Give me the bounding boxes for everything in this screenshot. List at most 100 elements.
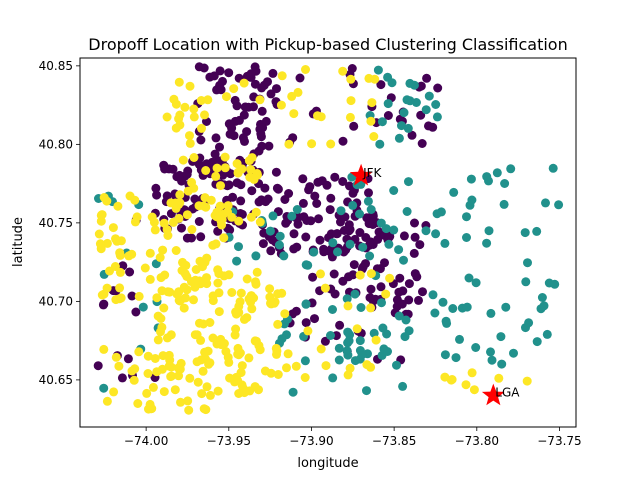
- cluster-0-point: [224, 180, 234, 190]
- cluster-1-point: [394, 133, 404, 143]
- cluster-2-point: [220, 152, 230, 162]
- cluster-2-point: [251, 207, 261, 217]
- cluster-2-point: [251, 277, 260, 287]
- cluster-1-point: [432, 112, 442, 122]
- cluster-0-point: [312, 199, 322, 208]
- cluster-2-point: [272, 349, 281, 359]
- cluster-1-point: [520, 228, 530, 238]
- cluster-0-point: [338, 276, 348, 286]
- cluster-1-point: [541, 198, 550, 208]
- cluster-1-point: [399, 255, 408, 265]
- cluster-1-point: [399, 108, 409, 118]
- cluster-2-point: [211, 171, 221, 181]
- cluster-2-point: [280, 309, 290, 319]
- cluster-1-point: [421, 226, 431, 236]
- cluster-0-point: [373, 234, 383, 244]
- cluster-1-point: [373, 65, 383, 75]
- cluster-0-point: [394, 287, 404, 297]
- cluster-0-point: [289, 244, 299, 254]
- cluster-2-point: [181, 293, 190, 303]
- cluster-2-point: [246, 291, 256, 301]
- landmark-star-lga: [481, 383, 505, 406]
- cluster-0-point: [422, 73, 432, 83]
- cluster-2-point: [189, 104, 199, 114]
- cluster-2-point: [164, 361, 174, 371]
- cluster-0-point: [289, 229, 299, 239]
- cluster-2-point: [247, 304, 257, 314]
- cluster-1-point: [471, 343, 481, 352]
- cluster-2-point: [193, 377, 203, 387]
- chart-title: Dropoff Location with Pickup-based Clust…: [88, 35, 567, 54]
- cluster-1-point: [401, 315, 411, 325]
- cluster-2-point: [155, 253, 165, 262]
- cluster-0-point: [284, 189, 294, 198]
- cluster-0-point: [268, 68, 278, 78]
- cluster-0-point: [319, 244, 329, 254]
- cluster-2-point: [343, 370, 353, 380]
- cluster-1-point: [402, 207, 412, 216]
- cluster-0-point: [428, 122, 438, 132]
- cluster-1-point: [345, 239, 355, 249]
- cluster-0-point: [375, 264, 385, 274]
- cluster-2-point: [180, 102, 190, 112]
- cluster-0-point: [395, 273, 405, 283]
- cluster-0-point: [162, 191, 172, 201]
- cluster-0-point: [177, 176, 187, 186]
- cluster-0-point: [260, 183, 270, 193]
- cluster-2-point: [133, 399, 143, 408]
- cluster-2-point: [244, 353, 254, 363]
- cluster-2-point: [164, 350, 174, 360]
- cluster-1-point: [383, 347, 392, 356]
- cluster-2-point: [169, 94, 179, 104]
- cluster-2-point: [195, 318, 204, 328]
- cluster-2-point: [208, 296, 218, 306]
- cluster-2-point: [371, 335, 381, 345]
- cluster-2-point: [249, 174, 259, 184]
- cluster-1-point: [539, 301, 549, 311]
- plot-frame: [79, 57, 577, 428]
- cluster-1-point: [138, 302, 148, 312]
- cluster-1-point: [279, 251, 289, 261]
- cluster-0-point: [417, 139, 427, 148]
- cluster-1-point: [251, 251, 261, 261]
- cluster-2-point: [307, 139, 317, 149]
- cluster-2-point: [189, 295, 198, 305]
- cluster-2-point: [273, 319, 283, 329]
- cluster-2-point: [239, 314, 249, 324]
- cluster-2-point: [232, 159, 242, 169]
- cluster-2-point: [216, 340, 226, 350]
- cluster-2-point: [235, 348, 245, 358]
- cluster-1-point: [486, 347, 495, 357]
- cluster-0-point: [338, 177, 348, 186]
- cluster-2-point: [147, 212, 157, 222]
- cluster-1-point: [449, 187, 459, 197]
- cluster-2-point: [276, 100, 286, 110]
- cluster-2-point: [108, 223, 118, 233]
- cluster-2-point: [366, 116, 376, 126]
- cluster-0-point: [410, 269, 420, 279]
- cluster-2-point: [214, 288, 224, 298]
- cluster-2-point: [202, 382, 212, 392]
- cluster-0-point: [210, 149, 220, 159]
- cluster-1-point: [509, 348, 518, 358]
- cluster-0-point: [326, 193, 336, 203]
- cluster-1-point: [362, 386, 371, 396]
- cluster-2-point: [252, 267, 262, 277]
- cluster-0-point: [232, 178, 242, 188]
- cluster-2-point: [174, 371, 184, 381]
- cluster-0-point: [226, 169, 235, 179]
- cluster-2-point: [116, 293, 126, 303]
- cluster-2-point: [239, 78, 249, 88]
- cluster-2-point: [293, 87, 303, 97]
- cluster-2-point: [265, 292, 275, 302]
- x-tick-label: −73.95: [207, 434, 251, 448]
- cluster-0-point: [257, 106, 267, 116]
- cluster-0-point: [310, 314, 319, 324]
- cluster-2-point: [152, 367, 162, 377]
- cluster-1-point: [431, 229, 441, 239]
- cluster-2-point: [366, 303, 376, 313]
- cluster-1-point: [287, 211, 297, 221]
- cluster-1-point: [265, 226, 275, 236]
- cluster-2-point: [185, 138, 195, 148]
- cluster-1-point: [387, 78, 397, 88]
